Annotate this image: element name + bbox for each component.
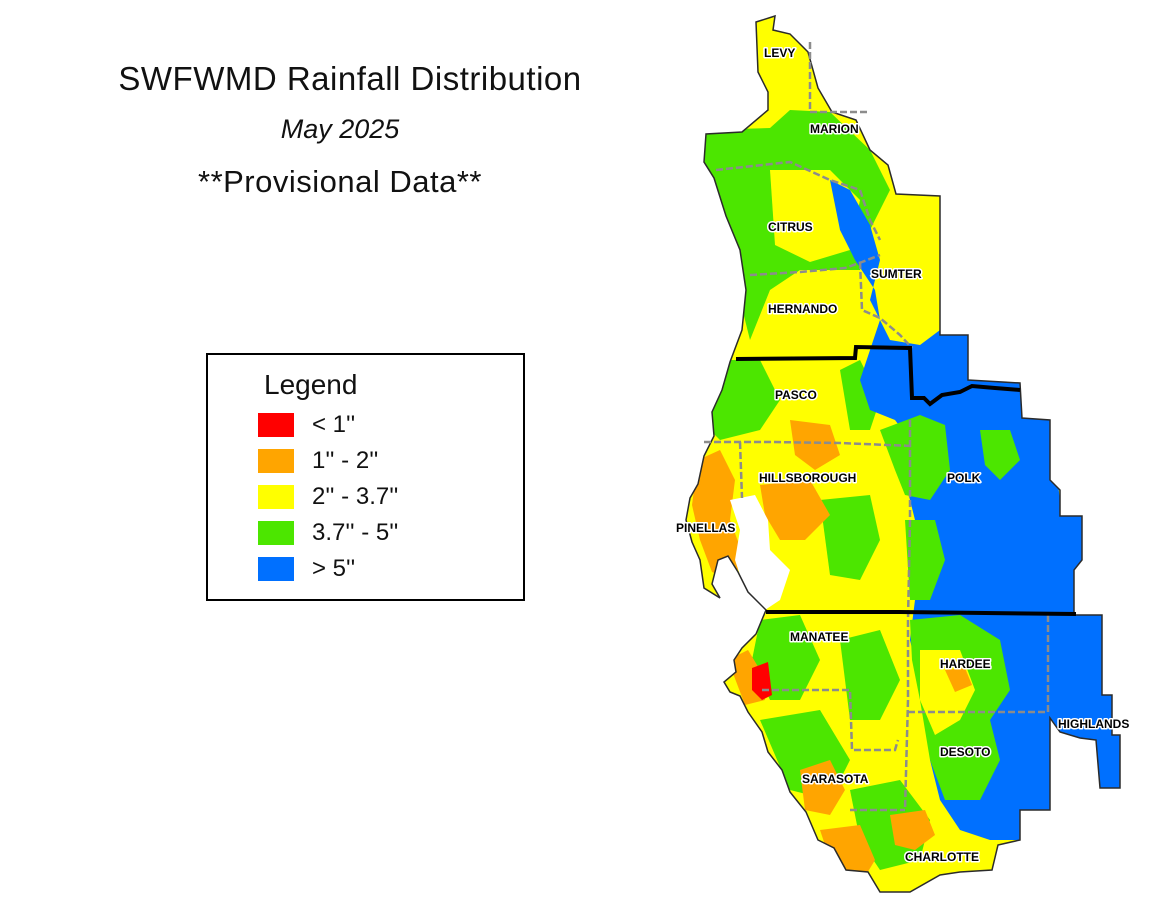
county-label-hardee: HARDEE: [940, 657, 991, 671]
county-borders: [704, 42, 1050, 812]
county-label-marion: MARION: [810, 122, 859, 136]
rainfall-zone-green: [980, 430, 1020, 480]
county-label-pasco: PASCO: [775, 388, 817, 402]
rainfall-zone-orange: [692, 450, 745, 580]
county-label-desoto: DESOTO: [940, 745, 990, 759]
rainfall-zone-green: [820, 495, 880, 580]
county-label-sarasota: SARASOTA: [802, 772, 869, 786]
map-title: SWFWMD Rainfall Distribution: [118, 60, 582, 97]
county-border: [738, 441, 744, 499]
legend-label: > 5'': [312, 555, 356, 582]
provisional-note: **Provisional Data**: [198, 164, 482, 199]
rainfall-zone-green: [905, 520, 945, 600]
county-label-highlands: HIGHLANDS: [1058, 717, 1129, 731]
rainfall-zone-green: [880, 415, 950, 500]
rainfall-zone-orange: [890, 810, 935, 850]
district-outline: [685, 14, 1121, 893]
legend-title: Legend: [264, 369, 358, 400]
rainfall-zone-orange: [760, 480, 830, 540]
county-label-polk: POLK: [947, 471, 981, 485]
county-label-pinellas: PINELLAS: [676, 521, 735, 535]
legend-swatch-yellow: [258, 485, 294, 509]
county-label-citrus: CITRUS: [768, 220, 813, 234]
legend-label: 1'' - 2'': [312, 447, 379, 474]
county-label-hernando: HERNANDO: [768, 302, 837, 316]
rainfall-zone-orange: [790, 420, 840, 470]
legend-swatch-red: [258, 413, 294, 437]
legend-swatch-orange: [258, 449, 294, 473]
legend-label: 3.7'' - 5'': [312, 519, 399, 546]
region-borders: [735, 344, 1077, 616]
rainfall-zone-orange: [945, 668, 972, 692]
county-label-levy: LEVY: [764, 46, 795, 60]
county-label-charlotte: CHARLOTTE: [905, 850, 979, 864]
map-subtitle: May 2025: [280, 114, 400, 144]
county-border: [749, 253, 881, 277]
region-border: [766, 610, 1077, 616]
rainfall-zone-orange: [800, 760, 845, 815]
rainfall-zone-green: [840, 630, 900, 720]
county-labels: LEVY MARION CITRUS SUMTER HERNANDO PASCO…: [675, 45, 1131, 866]
county-border: [704, 440, 913, 448]
legend-label: 2'' - 3.7'': [312, 483, 399, 510]
county-label-sumter: SUMTER: [871, 267, 922, 281]
county-border: [906, 420, 912, 621]
legend-swatch-green: [258, 521, 294, 545]
county-label-hillsborough: HILLSBOROUGH: [759, 471, 856, 485]
legend-swatch-blue: [258, 557, 294, 581]
tampa-bay-water: [730, 495, 790, 610]
county-label-manatee: MANATEE: [790, 630, 848, 644]
legend-label: < 1'': [312, 411, 356, 438]
county-border: [808, 42, 870, 114]
county-border: [858, 261, 913, 349]
county-border: [762, 688, 900, 752]
region-border: [735, 344, 1021, 407]
county-border: [715, 160, 882, 241]
county-border: [903, 620, 910, 811]
rainfall-zone-green: [840, 360, 880, 430]
legend-box: Legend < 1'' 1'' - 2'' 2'' - 3.7'' 3.7''…: [206, 353, 525, 601]
